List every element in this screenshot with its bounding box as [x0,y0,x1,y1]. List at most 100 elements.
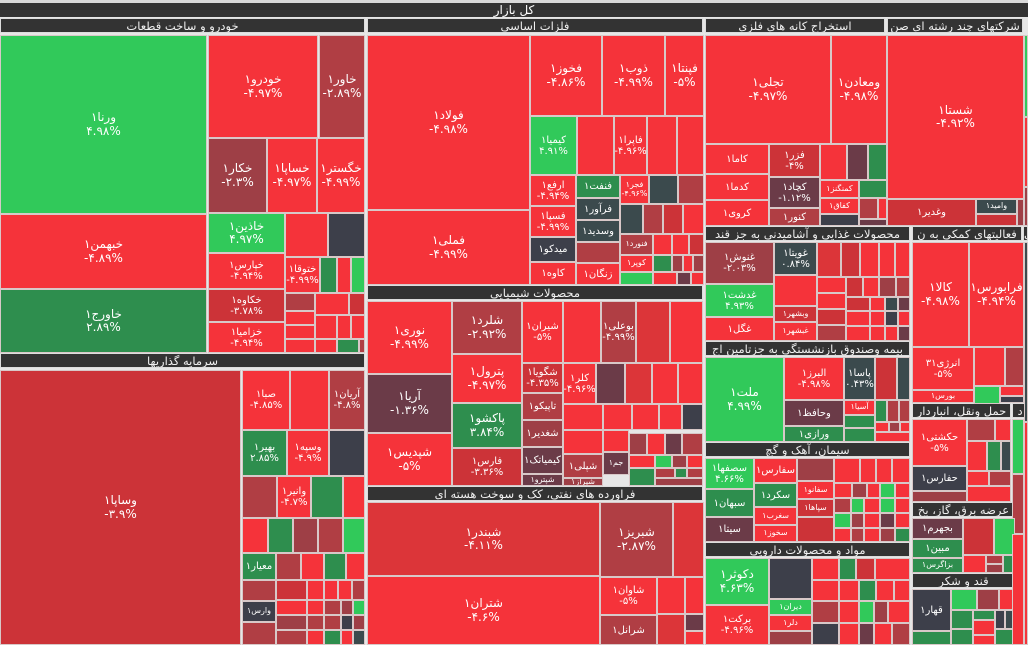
stock-tile-unlabeled[interactable] [870,311,885,326]
stock-tile[interactable]: البرز۱ -۴.۹۸% [784,357,844,400]
stock-tile[interactable]: شپدیس۱ -۵% [367,433,452,486]
stock-tile-unlabeled[interactable] [655,455,672,468]
stock-tile-unlabeled[interactable] [892,458,910,483]
stock-tile-unlabeled[interactable] [1000,396,1024,403]
stock-tile-unlabeled[interactable] [976,214,1017,226]
sector-header[interactable]: حمل ونقل، انباردار [912,403,1011,418]
stock-tile-unlabeled[interactable] [846,297,870,311]
stock-tile-unlabeled[interactable] [900,422,910,432]
stock-tile-unlabeled[interactable] [895,513,910,528]
stock-tile[interactable]: خگستر۱ -۴.۹۹% [317,138,365,213]
stock-tile[interactable]: وحافظ۱ [784,400,844,426]
stock-tile-unlabeled[interactable] [839,601,859,623]
stock-tile-unlabeled[interactable] [672,255,683,272]
stock-tile-unlabeled[interactable] [820,214,859,226]
stock-tile[interactable]: خاذین۱ ۴.۹۷% [208,213,285,253]
stock-tile[interactable]: شپلی۱ [563,454,603,478]
stock-tile-unlabeled[interactable] [659,404,682,430]
stock-tile-unlabeled[interactable] [315,315,337,339]
stock-tile[interactable]: صبا۱ -۴.۸۵% [242,370,290,430]
stock-tile-unlabeled[interactable] [834,483,852,498]
stock-tile-unlabeled[interactable] [603,404,632,430]
sector-header[interactable]: استخراج کانه های فلزی [705,18,885,33]
stock-tile[interactable]: تاپیکو۱ [522,393,563,420]
stock-tile-unlabeled[interactable] [276,630,307,645]
stock-tile-unlabeled[interactable] [276,580,307,600]
stock-tile-unlabeled[interactable] [329,430,365,476]
stock-tile-unlabeled[interactable] [898,311,910,326]
stock-tile[interactable]: پترول۱ -۴.۹۷% [452,354,522,403]
stock-tile[interactable]: سیتا۱ [705,517,754,542]
stock-tile[interactable]: بهیر۱ ۲.۸۵% [242,430,287,476]
stock-tile-unlabeled[interactable] [898,326,910,341]
stock-tile-unlabeled[interactable] [353,600,365,615]
stock-tile-unlabeled[interactable] [351,315,365,339]
stock-tile-unlabeled[interactable] [963,518,994,555]
stock-tile[interactable]: ذوب۱ -۴.۹۹% [602,35,665,116]
stock-tile[interactable]: شبریز۱ -۲.۸۷% [600,502,673,577]
stock-tile-unlabeled[interactable] [1024,117,1028,187]
stock-tile-unlabeled[interactable] [812,558,839,580]
sector-header[interactable]: سیمان، آهک و گچ [705,442,910,457]
stock-tile[interactable]: وساپا۱ -۳.۹% [0,370,241,645]
stock-tile-unlabeled[interactable] [1024,422,1028,645]
stock-tile-unlabeled[interactable] [687,455,703,468]
stock-tile[interactable]: جم۱ [603,452,629,475]
stock-tile-unlabeled[interactable] [880,513,895,528]
stock-tile[interactable]: بجهرم۱ [912,518,963,539]
stock-tile[interactable]: شاوان۱ -۵% [600,577,657,615]
stock-tile[interactable]: ملت۱ ۴.۹۹% [705,357,784,442]
stock-tile[interactable]: خودرو۱ -۴.۹۷% [208,35,318,138]
stock-tile-unlabeled[interactable] [685,631,704,645]
stock-tile[interactable]: سصفها۱ ۴.۶۶% [705,458,754,489]
stock-tile-unlabeled[interactable] [834,513,851,528]
stock-tile-unlabeled[interactable] [307,580,324,600]
stock-tile[interactable]: شیراز۱ [563,478,603,486]
stock-tile-unlabeled[interactable] [1012,474,1024,534]
stock-tile[interactable]: پاکشو۱ ۳.۸۴% [452,403,522,448]
stock-tile[interactable]: ورنا۱ ۴.۹۸% [0,35,207,214]
stock-tile-unlabeled[interactable] [859,198,878,219]
stock-tile[interactable]: ومعادن۱ -۴.۹۸% [831,35,887,144]
stock-tile-unlabeled[interactable] [879,242,895,277]
stock-tile[interactable]: کالا۱ -۴.۹۸% [912,242,969,347]
stock-tile-unlabeled[interactable] [324,580,338,600]
stock-tile-unlabeled[interactable] [678,175,704,204]
stock-tile-unlabeled[interactable] [864,498,880,513]
stock-tile-unlabeled[interactable] [951,629,973,645]
stock-tile-unlabeled[interactable] [896,277,910,297]
stock-tile[interactable]: سفارس۱ [754,458,797,483]
stock-tile-unlabeled[interactable] [844,428,875,442]
stock-tile-unlabeled[interactable] [986,555,1003,564]
stock-tile[interactable]: سخوز۱ [754,525,797,542]
stock-tile[interactable]: خاور۱ -۲.۸۹% [319,35,365,138]
stock-tile-unlabeled[interactable] [880,483,895,498]
stock-tile[interactable]: شلرد۱ -۲.۹۲% [452,301,522,354]
stock-tile-unlabeled[interactable] [285,339,315,353]
stock-tile[interactable]: زنگان۱ [576,263,620,285]
stock-tile-unlabeled[interactable] [951,589,977,610]
stock-tile[interactable]: خزامیا۱ -۴.۹۴% [208,322,285,353]
stock-tile-unlabeled[interactable] [1024,187,1028,226]
sector-header[interactable]: فعالیتهای کمکی به ن [912,226,1022,241]
sector-header[interactable]: محصولات غذایی و آشامیدنی به جز قند [705,226,910,241]
stock-tile-unlabeled[interactable] [912,631,951,645]
stock-tile[interactable]: شیران۱ -۵% [522,301,563,363]
stock-tile-unlabeled[interactable] [769,631,812,645]
stock-tile[interactable]: کاوه۱ [530,262,576,285]
stock-tile-unlabeled[interactable] [307,615,324,630]
stock-tile[interactable]: غدشت۱ ۴.۹۳% [705,284,774,317]
stock-tile-unlabeled[interactable] [973,635,995,645]
stock-tile-unlabeled[interactable] [663,204,683,234]
stock-tile-unlabeled[interactable] [834,458,860,483]
stock-tile-unlabeled[interactable] [577,116,614,175]
stock-tile[interactable]: فارس۱ -۳.۳۶% [452,448,522,486]
stock-tile-unlabeled[interactable] [898,297,910,311]
stock-tile-unlabeled[interactable] [285,293,315,311]
stock-tile-unlabeled[interactable] [685,614,704,631]
stock-tile-unlabeled[interactable] [977,589,999,610]
stock-tile-unlabeled[interactable] [812,601,839,623]
stock-tile-unlabeled[interactable] [337,257,351,293]
stock-tile-unlabeled[interactable] [677,116,704,175]
stock-tile-unlabeled[interactable] [337,339,359,353]
